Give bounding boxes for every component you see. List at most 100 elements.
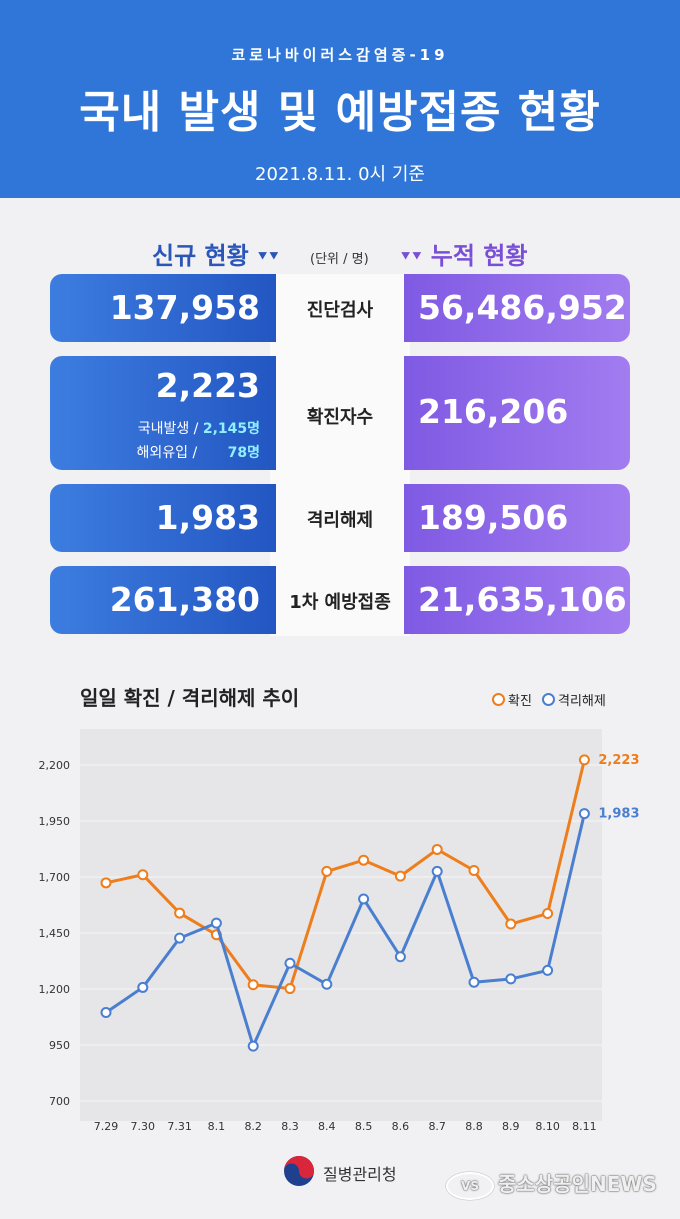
double-chevron-down-icon: ⯆⯆	[400, 249, 423, 265]
legend-label-released: 격리해제	[558, 694, 606, 709]
x-tick-label: 8.10	[535, 1120, 560, 1133]
x-tick-label: 8.1	[208, 1120, 226, 1133]
data-point	[100, 1007, 112, 1019]
data-point	[431, 865, 443, 877]
new-confirmed-card: 2,223 국내발생 / 2,145명 해외유입 / 78명	[50, 356, 276, 470]
y-tick-label: 950	[49, 1039, 70, 1052]
header-subtitle: 코로나바이러스감염증-19	[231, 46, 449, 64]
cumulative-confirmed-card: 216,206	[404, 356, 630, 470]
double-chevron-down-icon: ⯆⯆	[257, 249, 280, 265]
x-tick-label: 8.5	[355, 1120, 373, 1133]
data-point	[394, 870, 406, 882]
watermark: VS 중소상공인NEWS	[446, 1168, 657, 1200]
data-point	[358, 854, 370, 866]
y-tick-label: 700	[49, 1095, 70, 1108]
x-tick-label: 8.6	[392, 1120, 410, 1133]
data-point	[468, 865, 480, 877]
y-tick-label: 1,950	[39, 815, 71, 828]
new-status-heading: 신규 현황 ⯆⯆	[152, 236, 279, 271]
kdca-logo-icon	[284, 1156, 314, 1186]
data-point	[321, 978, 333, 990]
x-tick-label: 7.29	[94, 1120, 119, 1133]
data-point	[431, 843, 443, 855]
data-point	[468, 976, 480, 988]
footer-org-name: 질병관리청	[323, 1165, 397, 1184]
x-tick-label: 7.30	[131, 1120, 156, 1133]
data-point	[321, 865, 333, 877]
reference-date: 2021.8.11. 0시 기준	[255, 164, 425, 185]
data-point	[505, 973, 517, 985]
y-tick-label: 2,200	[39, 759, 71, 772]
new-vaccination-value: 261,380	[109, 580, 260, 619]
y-tick-label: 1,200	[39, 983, 71, 996]
x-tick-label: 8.8	[465, 1120, 483, 1133]
x-tick-label: 8.3	[281, 1120, 299, 1133]
new-tests-card: 137,958	[50, 274, 276, 342]
x-tick-label: 8.11	[572, 1120, 597, 1133]
row-label-confirmed: 확진자수	[306, 407, 374, 428]
domestic-value: 2,145명	[202, 421, 260, 437]
data-point	[542, 908, 554, 920]
end-data-label: 1,983	[598, 807, 639, 822]
cumulative-status-label: 누적 현황	[430, 242, 528, 270]
legend-marker-confirmed	[492, 693, 505, 706]
cumulative-tests-card: 56,486,952	[404, 274, 630, 342]
cumulative-vaccination-card: 21,635,106	[404, 566, 630, 634]
unit-label: (단위 / 명)	[310, 252, 369, 267]
data-point	[284, 957, 296, 969]
data-point	[578, 808, 590, 820]
chart-title: 일일 확진 / 격리해제 추이	[80, 686, 300, 710]
new-status-label: 신규 현황	[152, 242, 249, 270]
cumulative-status-heading: ⯆⯆ 누적 현황	[400, 236, 527, 271]
data-point	[100, 877, 112, 889]
data-point	[505, 918, 517, 930]
data-point	[174, 907, 186, 919]
legend-marker-released	[542, 693, 555, 706]
header-banner: 코로나바이러스감염증-19 국내 발생 및 예방접종 현황 2021.8.11.…	[0, 0, 680, 198]
plot-background	[80, 729, 602, 1121]
overseas-line: 해외유입 / 78명	[136, 442, 260, 462]
row-label-tests: 진단검사	[306, 300, 374, 321]
data-point	[137, 869, 149, 881]
legend-item-confirmed: 확진	[492, 690, 532, 709]
data-point	[358, 893, 370, 905]
cumulative-released-card: 189,506	[404, 484, 630, 552]
series-line-released	[105, 813, 586, 1048]
new-released-card: 1,983	[50, 484, 276, 552]
cumulative-confirmed-value: 216,206	[418, 392, 569, 431]
domestic-line: 국내발생 / 2,145명	[138, 418, 260, 438]
x-tick-label: 7.31	[167, 1120, 192, 1133]
overseas-value: 78명	[227, 445, 260, 461]
legend-item-released: 격리해제	[542, 690, 606, 709]
overseas-label: 해외유입 /	[136, 445, 198, 461]
data-point	[210, 917, 222, 929]
series-line-confirmed	[105, 759, 586, 991]
x-tick-label: 8.2	[244, 1120, 262, 1133]
new-confirmed-value: 2,223	[155, 366, 260, 405]
y-tick-label: 1,450	[39, 927, 71, 940]
legend-label-confirmed: 확진	[508, 694, 532, 709]
data-point	[137, 981, 149, 993]
watermark-logo-icon: VS	[446, 1171, 494, 1200]
cumulative-released-value: 189,506	[418, 498, 569, 537]
data-point	[247, 979, 259, 991]
data-point	[578, 754, 590, 766]
page-title: 국내 발생 및 예방접종 현황	[79, 87, 601, 138]
x-tick-label: 8.7	[428, 1120, 446, 1133]
data-point	[394, 951, 406, 963]
x-tick-label: 8.9	[502, 1120, 520, 1133]
cumulative-vaccination-value: 21,635,106	[418, 580, 627, 619]
row-label-released: 격리해제	[306, 510, 374, 531]
new-vaccination-card: 261,380	[50, 566, 276, 634]
row-label-vaccination: 1차 예방접종	[289, 592, 391, 613]
domestic-label: 국내발생 /	[137, 421, 199, 437]
center-label-strip	[270, 274, 410, 636]
new-tests-value: 137,958	[109, 288, 260, 327]
end-data-label: 2,223	[598, 753, 639, 768]
new-released-value: 1,983	[155, 498, 260, 537]
data-point	[542, 964, 554, 976]
data-point	[247, 1040, 259, 1052]
y-tick-label: 1,700	[39, 871, 71, 884]
watermark-text: 중소상공인NEWS	[498, 1172, 657, 1196]
data-point	[174, 932, 186, 944]
